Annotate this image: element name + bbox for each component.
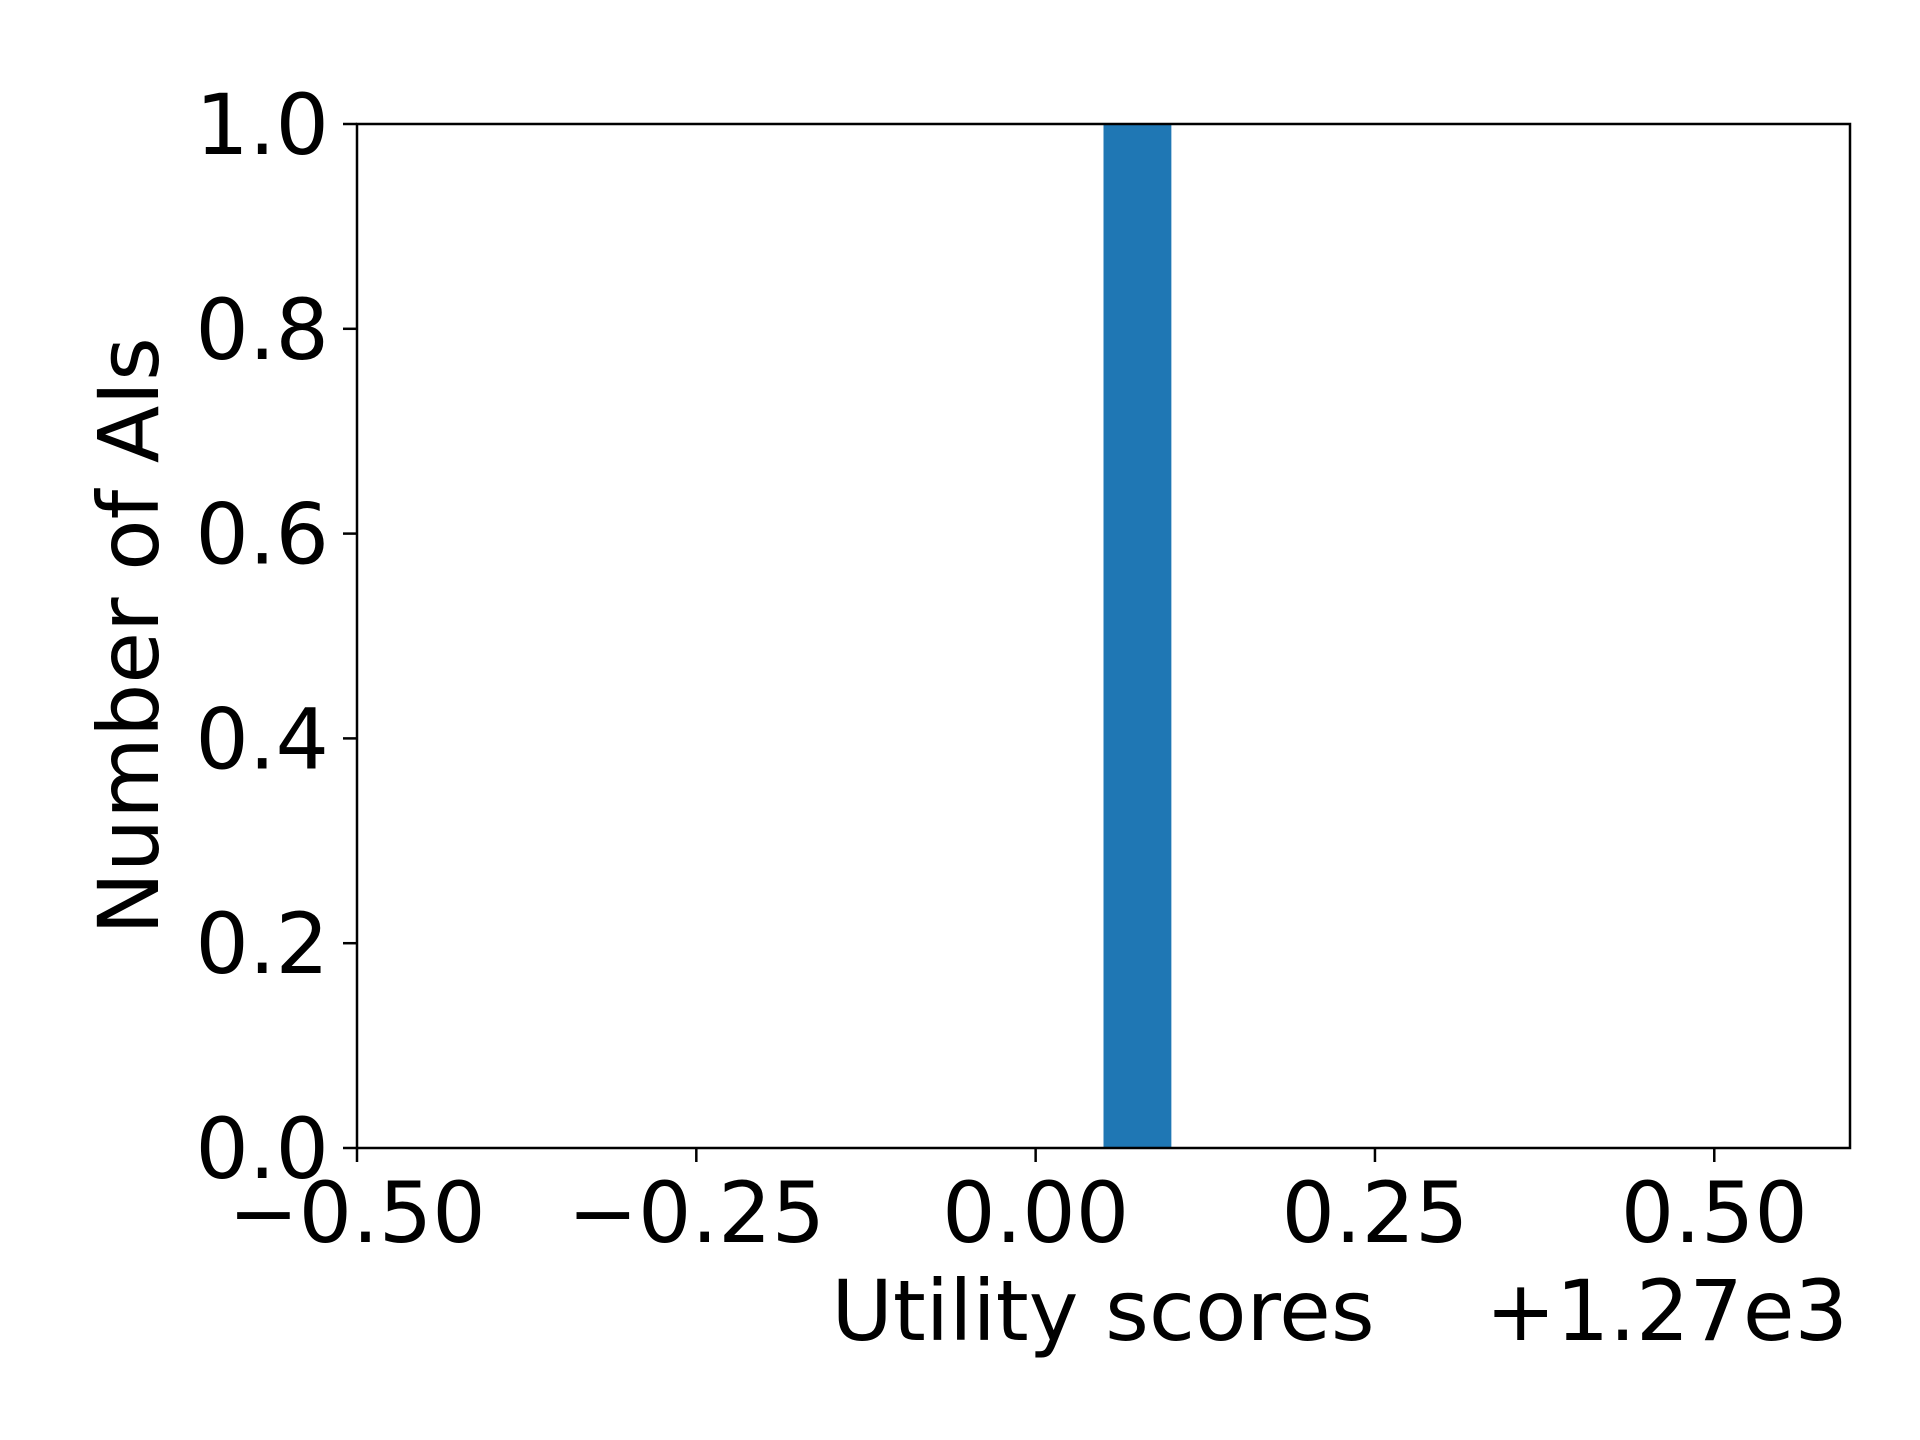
x-tick-label-0: −0.50 <box>228 1164 485 1262</box>
y-tick-label-1: 0.2 <box>195 895 329 993</box>
bars-layer <box>1103 124 1172 1148</box>
x-tick-label-1: −0.25 <box>568 1164 825 1262</box>
y-tick-label-4: 0.8 <box>195 281 329 379</box>
x-tick-label-4: 0.50 <box>1621 1164 1808 1262</box>
x-axis-offset-label: +1.27e3 <box>1485 1262 1848 1360</box>
y-tick-label-5: 1.0 <box>195 76 329 174</box>
histogram-bar-0 <box>1103 124 1172 1148</box>
x-axis-label: Utility scores <box>831 1262 1374 1360</box>
x-tick-label-3: 0.25 <box>1281 1164 1468 1262</box>
y-tick-label-3: 0.6 <box>195 486 329 584</box>
y-tick-label-2: 0.4 <box>195 690 329 788</box>
x-tick-label-2: 0.00 <box>942 1164 1129 1262</box>
y-axis-label: Number of AIs <box>80 337 178 935</box>
y-tick-label-0: 0.0 <box>195 1100 329 1198</box>
y-axis: 0.0 0.2 0.4 0.6 0.8 1.0 <box>195 76 357 1198</box>
x-axis: −0.50 −0.25 0.00 0.25 0.50 <box>228 1148 1808 1262</box>
plot-frame <box>355 122 1852 1150</box>
